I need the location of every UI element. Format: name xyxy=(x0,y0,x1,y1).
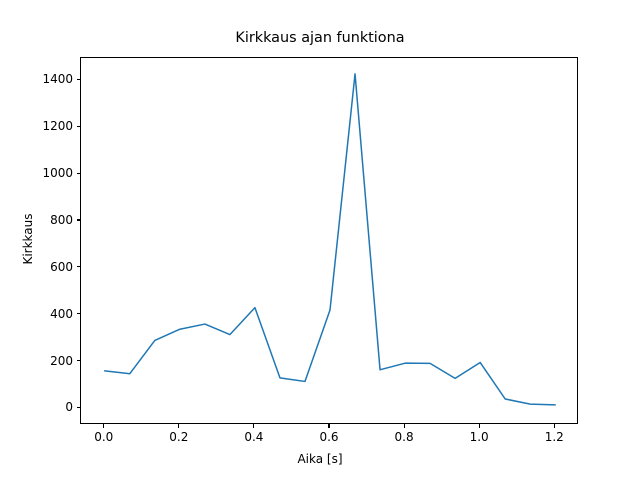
x-tick-label: 0.8 xyxy=(394,430,414,444)
plot-area xyxy=(80,57,578,424)
x-tick-label: 0.6 xyxy=(319,430,339,444)
y-axis-label: Kirkkaus xyxy=(21,212,35,265)
y-tick-label: 200 xyxy=(50,353,73,368)
y-tick-label: 1200 xyxy=(42,119,73,134)
x-tick-label: 0.2 xyxy=(169,430,189,444)
y-tick-label: 0 xyxy=(65,400,73,415)
chart-title: Kirkkaus ajan funktiona xyxy=(235,30,405,46)
y-tick-label: 1400 xyxy=(42,72,73,87)
brightness-series-line xyxy=(104,73,556,406)
x-tick-label: 1.2 xyxy=(544,430,564,444)
x-tick-label: 0.0 xyxy=(94,430,114,444)
data-line-svg xyxy=(104,73,556,406)
x-tick-label: 1.0 xyxy=(469,430,489,444)
x-tick-label: 0.4 xyxy=(244,430,264,444)
x-axis-label: Aika [s] xyxy=(297,452,343,466)
